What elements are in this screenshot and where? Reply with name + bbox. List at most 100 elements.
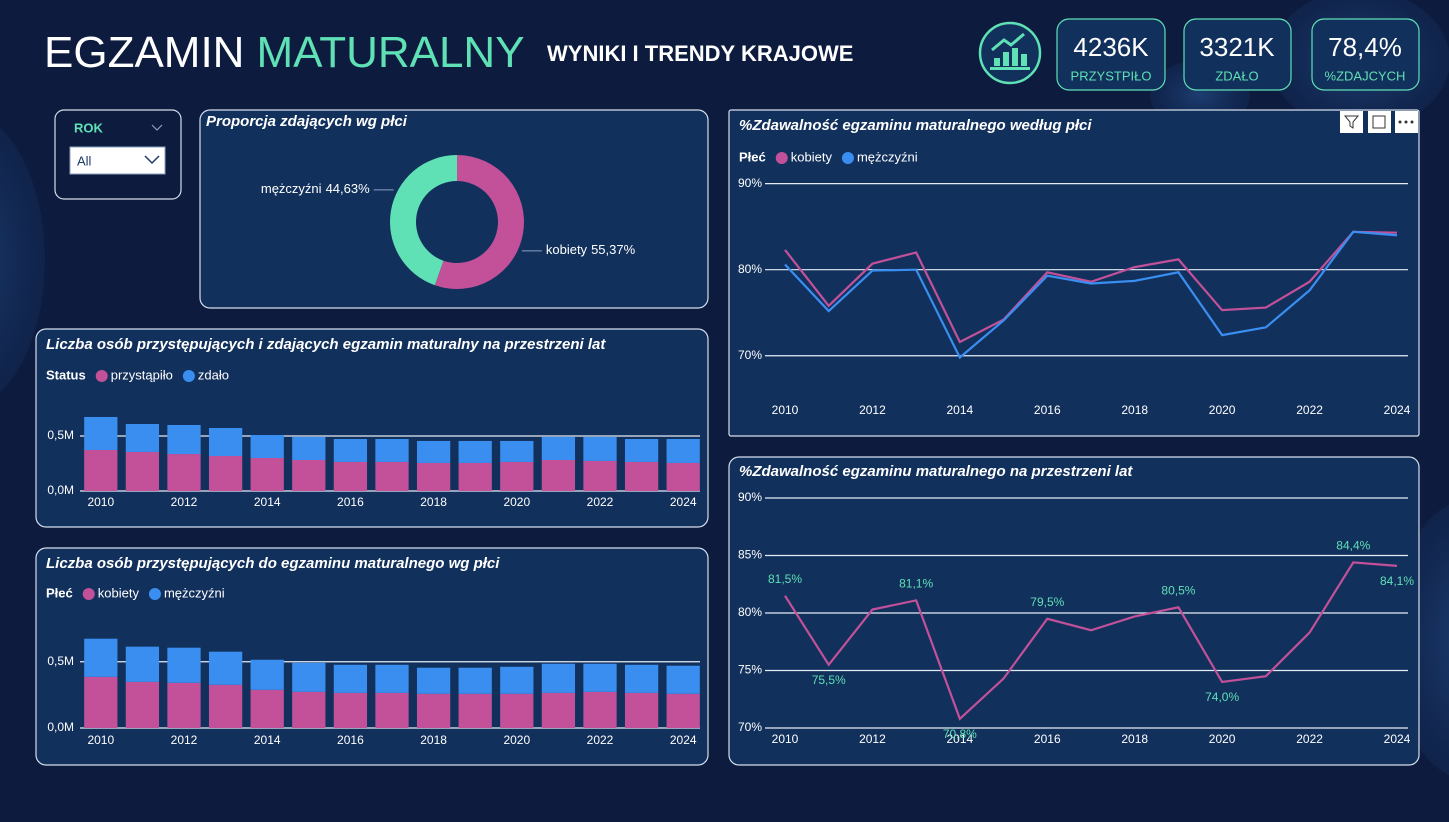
filter-label: ROK [74, 120, 104, 135]
x-tick-label: 2016 [1034, 732, 1061, 746]
bar-segment [167, 425, 201, 455]
bar-segment [333, 692, 368, 728]
x-tick-label: 2024 [1384, 403, 1411, 417]
bar-segment [458, 693, 492, 728]
data-label: 79,5% [1030, 595, 1064, 609]
chart-panel [199, 109, 709, 309]
x-tick-label: 2024 [1384, 732, 1411, 746]
bar-segment [292, 436, 326, 460]
x-tick-label: 2018 [420, 733, 447, 747]
legend-marker [148, 588, 161, 600]
data-label: 74,0% [1205, 690, 1239, 704]
focus-icon[interactable] [1368, 111, 1391, 133]
title-part: EGZAMIN [44, 28, 244, 77]
y-tick-label: 0,5M [47, 428, 74, 442]
kpi-label: ZDAŁO [1215, 68, 1258, 83]
slice-category: kobiety [546, 242, 588, 257]
x-tick-label: 2014 [947, 732, 974, 746]
bar-segment [208, 651, 243, 685]
bar-segment [84, 676, 118, 728]
line-series [784, 561, 1398, 721]
x-tick-label: 2014 [254, 495, 281, 509]
bar-segment [208, 456, 243, 491]
kpi-card: 3321K ZDAŁO [1183, 18, 1292, 91]
x-tick-label: 2018 [420, 495, 447, 509]
filter-glyph [1343, 115, 1360, 129]
x-tick-label: 2018 [1121, 732, 1148, 746]
chart-panel [728, 109, 1420, 437]
bar-segment [458, 667, 492, 694]
bar-segment [541, 692, 576, 728]
filter-collapse[interactable] [151, 124, 163, 131]
y-tick-label: 70% [738, 720, 762, 734]
data-label: 81,5% [768, 572, 802, 586]
legend-label: kobiety [98, 585, 140, 600]
chart-title: Proporcja zdających wg płci [206, 113, 408, 130]
legend-marker [182, 370, 195, 382]
legend-title: Płeć [46, 585, 73, 600]
title-part: MATURALNY [256, 28, 524, 77]
legend-title: Płeć [739, 149, 766, 164]
x-tick-label: 2010 [87, 733, 114, 747]
bar-segment [250, 689, 284, 728]
x-tick-label: 2014 [254, 733, 281, 747]
bar-segment [250, 458, 284, 491]
bar-segment [84, 449, 118, 491]
chart-panel [728, 456, 1420, 766]
legend-label: zdało [198, 367, 229, 382]
bar-segment [84, 638, 118, 677]
bar-segment [624, 438, 659, 462]
chart-title: Liczba osób przystępujących do egzaminu … [46, 555, 500, 572]
data-label: 75,5% [812, 673, 846, 687]
bar-segment [583, 460, 617, 491]
more-dot [1410, 120, 1414, 124]
x-tick-label: 2012 [171, 733, 198, 747]
header-icon-bars [990, 48, 1030, 70]
y-tick-label: 85% [738, 548, 762, 562]
legend-marker [82, 588, 95, 600]
bar-segment [375, 461, 409, 491]
slice-label: kobiety 55,37% [546, 242, 636, 257]
pie-slice [434, 155, 524, 289]
filter-dropdown[interactable] [69, 146, 166, 175]
header-icon [978, 21, 1042, 85]
bar-segment [458, 440, 492, 463]
filter-icon[interactable] [1340, 111, 1363, 133]
y-tick-label: 90% [738, 176, 762, 190]
bar-segment [208, 427, 243, 457]
data-label: 80,5% [1161, 583, 1195, 597]
y-tick-label: 80% [738, 262, 762, 276]
bar-segment [416, 440, 451, 463]
bar-segment [624, 692, 659, 728]
bar-segment [333, 664, 368, 693]
line-series [784, 230, 1398, 360]
pie-slice [389, 154, 457, 286]
x-tick-label: 2016 [1034, 403, 1061, 417]
bar-segment [375, 692, 409, 728]
bar-segment [125, 681, 160, 728]
x-tick-label: 2010 [772, 403, 799, 417]
bar-segment [375, 664, 409, 693]
bar-segment [292, 691, 326, 728]
kpi-label: %ZDAJCYCH [1325, 68, 1406, 83]
bar-segment [500, 440, 534, 462]
kpi-box [1056, 18, 1166, 91]
chart-title: Liczba osób przystępujących i zdających … [46, 336, 606, 353]
filter-value: All [77, 153, 92, 168]
y-tick-label: 70% [738, 348, 762, 362]
data-label: 70,8% [943, 727, 977, 741]
kpi-value: 4236K [1073, 32, 1149, 62]
bar-segment [583, 436, 617, 461]
more-dot [1404, 120, 1408, 124]
x-tick-label: 2012 [859, 732, 886, 746]
bar-segment [624, 664, 659, 693]
y-tick-label: 90% [738, 490, 762, 504]
legend-title: Status [46, 367, 86, 382]
bar-segment [666, 665, 700, 694]
focus-glyph [1372, 115, 1386, 129]
line-series [784, 230, 1398, 344]
bar-segment [333, 461, 368, 491]
bar-segment [167, 454, 201, 491]
bar-segment [624, 461, 659, 491]
legend-label: mężczyźni [857, 149, 918, 164]
